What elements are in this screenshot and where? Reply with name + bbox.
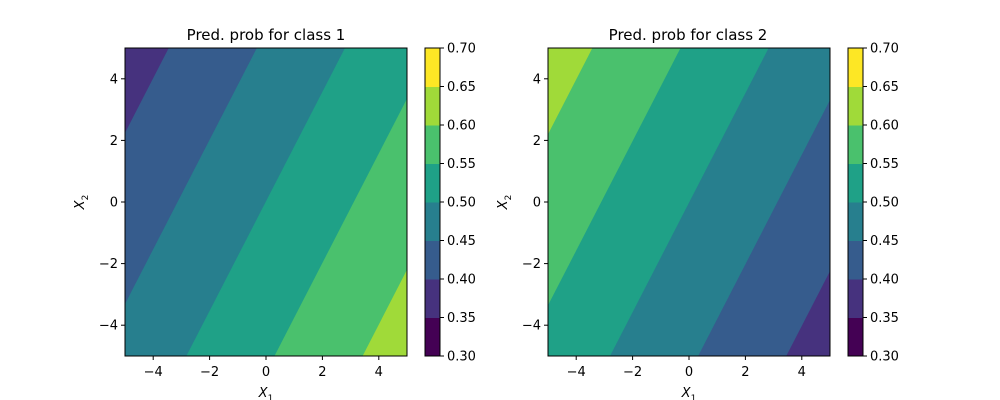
- y-tick-label: 0: [533, 196, 541, 211]
- colorbar-tick-label: 0.60: [870, 119, 899, 134]
- panel-1-x-axis-label: X1: [258, 386, 274, 400]
- x-tick-label: −4: [144, 365, 163, 380]
- panel-2-x-axis-label-main: X: [681, 386, 692, 400]
- colorbar-tick-label: 0.30: [870, 350, 899, 365]
- contour-band: [548, 48, 769, 356]
- contour-band: [186, 48, 407, 356]
- panel-2-y-axis-label-sub: 2: [504, 195, 514, 201]
- colorbar-tick-label: 0.45: [870, 234, 899, 249]
- y-tick-label: 4: [533, 72, 541, 87]
- colorbar-band: [848, 86, 863, 126]
- colorbar-tick-label: 0.70: [870, 42, 899, 57]
- colorbar-tick-label: 0.65: [870, 80, 899, 95]
- colorbar-band: [848, 240, 863, 280]
- colorbar-tick-label: 0.40: [447, 273, 476, 288]
- x-tick-label: 2: [318, 365, 326, 380]
- colorbar-band: [848, 125, 863, 164]
- y-tick-label: 2: [533, 134, 541, 149]
- colorbar-band: [848, 279, 863, 318]
- colorbar-band: [425, 240, 440, 280]
- panel-1-contour-canvas: [125, 48, 407, 356]
- panel-1-y-axis-label-main: X: [73, 199, 88, 210]
- panel-2-colorbar-ticks: 0.30 0.35 0.40 0.45 0.50 0.55 0.60 0.65 0.70: [863, 42, 899, 365]
- x-tick-label: 0: [685, 365, 693, 380]
- panel-1-plot-area: [124, 47, 408, 357]
- panel-2-plot-area: [547, 47, 831, 357]
- colorbar-tick-label: 0.40: [870, 273, 899, 288]
- panel-1-y-axis-label-sub: 2: [81, 195, 91, 201]
- contour-band: [274, 99, 407, 356]
- x-tick-label: 4: [798, 365, 806, 380]
- y-tick-label: −2: [522, 257, 541, 272]
- colorbar-band: [848, 163, 863, 203]
- x-tick-label: 2: [741, 365, 749, 380]
- colorbar-tick-label: 0.50: [447, 196, 476, 211]
- contour-band: [548, 48, 593, 134]
- x-tick-label: −2: [623, 365, 642, 380]
- panel-2-y-ticks: −4 −2 0 2 4: [522, 72, 548, 334]
- panel-1-y-axis-label: X2: [73, 195, 91, 211]
- panel-2-x-ticks: −4 −2 0 2 4: [567, 356, 806, 380]
- x-tick-label: 0: [262, 365, 270, 380]
- contour-band: [548, 48, 681, 305]
- colorbar-tick-label: 0.35: [870, 311, 899, 326]
- y-tick-label: −2: [99, 257, 118, 272]
- colorbar-tick-label: 0.35: [447, 311, 476, 326]
- panel-1: Pred. prob for class 1 −4 −2 0 2 4 −4 −2 0 2 4 X…: [73, 26, 476, 400]
- panel-2-title: Pred. prob for class 2: [609, 26, 768, 44]
- y-tick-label: −4: [99, 319, 118, 334]
- panel-2: Pred. prob for class 2 −4 −2 0 2 4 −4 −2 0 2 4 X…: [496, 26, 899, 400]
- colorbar-band: [425, 317, 440, 357]
- panel-2-x-axis-label-sub: 1: [691, 394, 697, 400]
- panel-2-contour-canvas: [548, 48, 830, 356]
- contour-band: [362, 270, 407, 356]
- colorbar-band: [848, 48, 863, 87]
- panel-1-title: Pred. prob for class 1: [187, 26, 346, 44]
- panel-1-colorbar: 0.30 0.35 0.40 0.45 0.50 0.55 0.60 0.65 0.70: [424, 42, 476, 365]
- colorbar-tick-label: 0.30: [447, 350, 476, 365]
- x-tick-label: −2: [200, 365, 219, 380]
- y-tick-label: 4: [110, 72, 118, 87]
- panel-1-y-ticks: −4 −2 0 2 4: [99, 72, 125, 334]
- panel-1-x-axis-label-sub: 1: [268, 394, 274, 400]
- colorbar-tick-label: 0.55: [870, 157, 899, 172]
- colorbar-tick-label: 0.60: [447, 119, 476, 134]
- colorbar-tick-label: 0.70: [447, 42, 476, 57]
- colorbar-band: [425, 86, 440, 126]
- panel-1-colorbar-ticks: 0.30 0.35 0.40 0.45 0.50 0.55 0.60 0.65 0.70: [440, 42, 476, 365]
- colorbar-band: [848, 317, 863, 357]
- panel-2-colorbar-bands: [848, 48, 863, 357]
- colorbar-band: [425, 48, 440, 87]
- x-tick-label: −4: [567, 365, 586, 380]
- panel-2-contour-bands: [548, 48, 830, 356]
- colorbar-band: [848, 202, 863, 241]
- colorbar-tick-label: 0.50: [870, 196, 899, 211]
- panel-2-colorbar: 0.30 0.35 0.40 0.45 0.50 0.55 0.60 0.65 0.70: [847, 42, 899, 365]
- y-tick-label: −4: [522, 319, 541, 334]
- panel-1-contour-bands: [125, 48, 407, 356]
- colorbar-tick-label: 0.65: [447, 80, 476, 95]
- x-tick-label: 4: [375, 365, 383, 380]
- colorbar-band: [425, 279, 440, 318]
- colorbar-tick-label: 0.55: [447, 157, 476, 172]
- panel-1-x-ticks: −4 −2 0 2 4: [144, 356, 383, 380]
- panel-2-y-axis-label: X2: [496, 195, 514, 211]
- contour-band: [125, 48, 346, 356]
- colorbar-band: [425, 125, 440, 164]
- panel-1-colorbar-bands: [425, 48, 440, 357]
- panel-1-x-axis-label-main: X: [258, 386, 269, 400]
- panel-2-y-axis-label-main: X: [496, 199, 511, 210]
- colorbar-band: [425, 202, 440, 241]
- colorbar-tick-label: 0.45: [447, 234, 476, 249]
- panel-2-x-axis-label: X1: [681, 386, 697, 400]
- colorbar-band: [425, 163, 440, 203]
- y-tick-label: 2: [110, 134, 118, 149]
- y-tick-label: 0: [110, 196, 118, 211]
